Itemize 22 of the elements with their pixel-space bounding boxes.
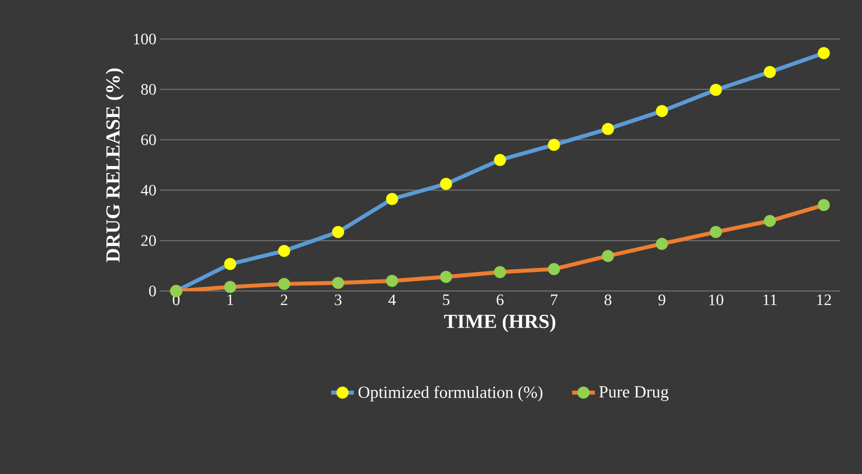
x-tick-label: 6 <box>496 294 504 306</box>
x-tick-label: 3 <box>334 294 342 306</box>
y-tick-label: 80 <box>141 84 156 95</box>
x-tick-label: 8 <box>604 294 612 306</box>
x-tick-label: 7 <box>551 294 558 305</box>
x-axis-title: TIME (HRS) <box>444 314 556 332</box>
legend-label: Optimized formulation (%) <box>358 386 542 402</box>
y-tick-label: 100 <box>134 34 156 44</box>
x-tick-label: 5 <box>442 294 450 306</box>
x-tick-label: 9 <box>658 294 666 306</box>
y-tick-label: 0 <box>149 286 156 296</box>
y-tick-label: 20 <box>141 235 156 246</box>
x-tick-label: 1 <box>228 294 234 306</box>
y-tick-label: 60 <box>141 134 156 146</box>
y-tick-label: 40 <box>140 184 156 196</box>
x-tick-label: 12 <box>817 294 831 306</box>
x-tick-label: 2 <box>280 294 288 306</box>
x-tick-label: 4 <box>388 294 396 305</box>
x-tick-label: 11 <box>764 294 777 306</box>
x-tick-label: 10 <box>709 294 724 306</box>
legend-label: Pure Drug <box>599 386 669 402</box>
y-axis-title: DRUG RELEASE (%) <box>106 68 124 262</box>
